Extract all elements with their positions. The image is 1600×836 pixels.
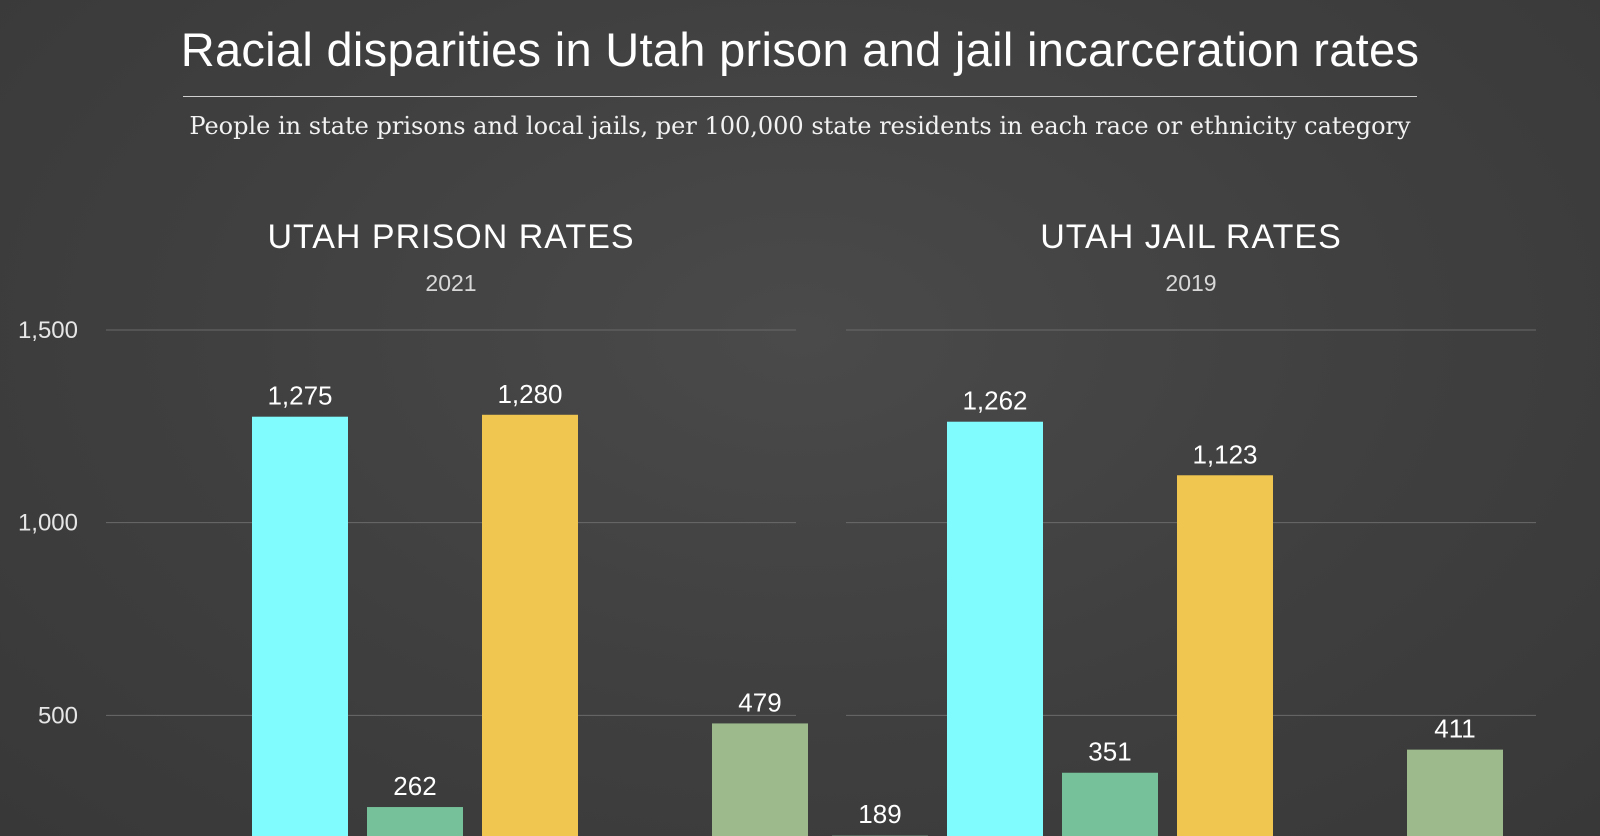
prison-bar	[367, 807, 463, 836]
jail-bar-value-label: 189	[858, 799, 901, 829]
prison-panel-year: 2021	[425, 270, 477, 296]
prison-bar-value-label: 262	[393, 771, 436, 801]
prison-bar-value-label: 1,275	[267, 381, 332, 411]
jail-panel-title: UTAH JAIL RATES	[1040, 218, 1342, 256]
prison-bar-value-label: 479	[738, 687, 781, 717]
chart-title: Racial disparities in Utah prison and ja…	[180, 23, 1420, 76]
prison-bar	[482, 414, 578, 836]
title-divider	[183, 96, 1417, 97]
prison-ytick-label: 1,500	[18, 317, 78, 344]
jail-bar	[947, 421, 1043, 836]
chart-subtitle: People in state prisons and local jails,…	[189, 112, 1411, 140]
jail-panel-year: 2019	[1165, 270, 1217, 296]
jail-bar-value-label: 1,262	[962, 386, 1027, 416]
prison-bar-value-label: 1,280	[497, 379, 562, 409]
jail-bar	[1407, 749, 1503, 836]
prison-bar	[712, 723, 808, 836]
jail-bar	[1177, 475, 1273, 836]
prison-ytick-label: 500	[38, 702, 78, 729]
prison-panel-title: UTAH PRISON RATES	[267, 218, 635, 256]
jail-bar-value-label: 411	[1434, 714, 1475, 744]
jail-bar-value-label: 351	[1088, 737, 1131, 767]
prison-ytick-label: 1,000	[18, 510, 78, 537]
jail-bar-value-label: 1,123	[1192, 439, 1257, 469]
prison-bar	[252, 416, 348, 836]
jail-bar	[1062, 772, 1158, 836]
